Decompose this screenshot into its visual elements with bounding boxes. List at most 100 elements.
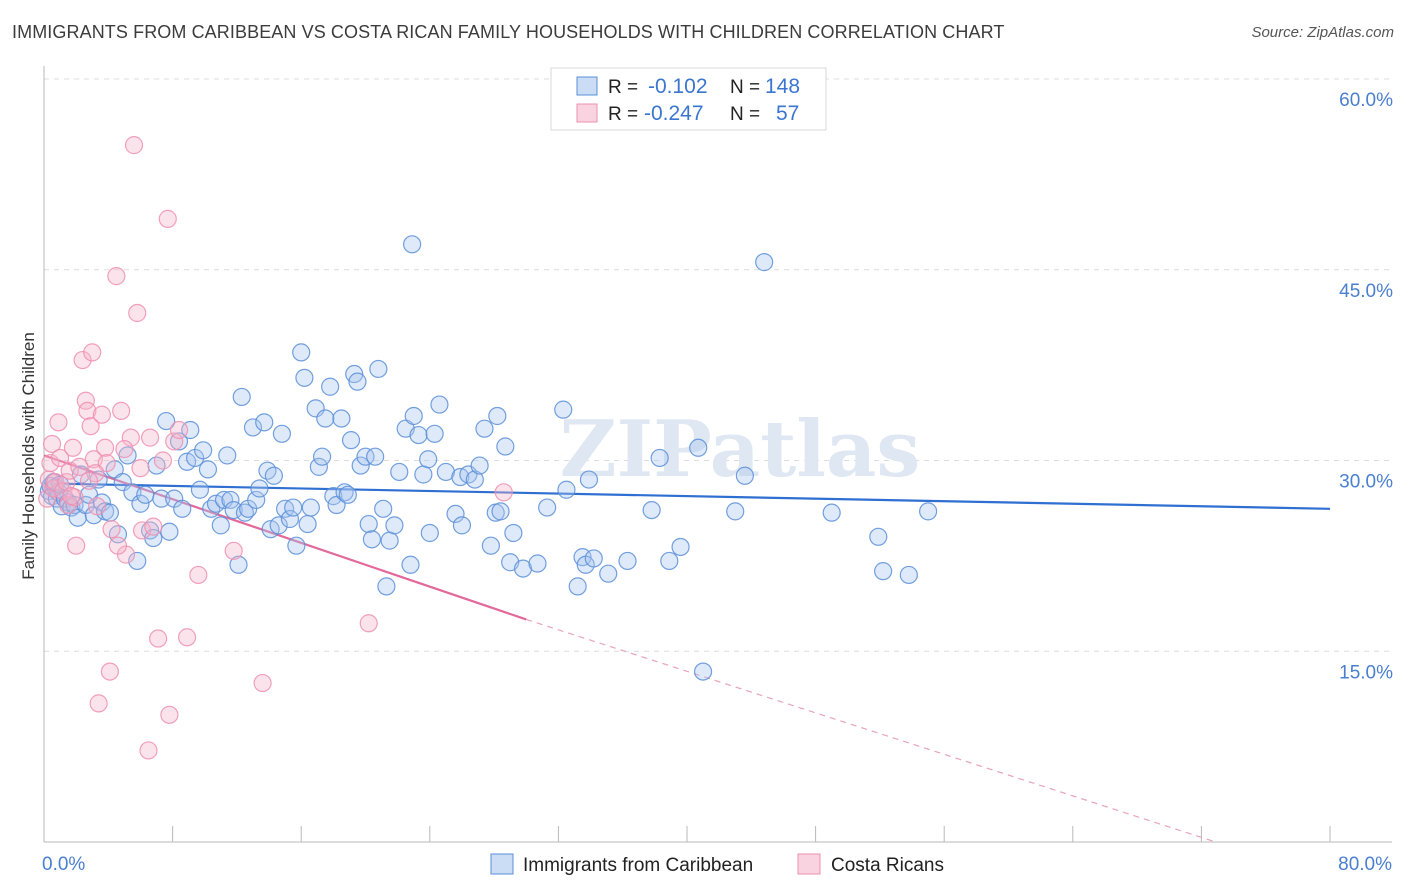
point-caribbean-132	[599, 564, 618, 583]
point-caribbean-127	[568, 577, 587, 596]
trend-line-costa-rican-extension	[526, 618, 1216, 843]
point-caribbean-56	[243, 418, 263, 437]
point-caribbean-63	[269, 516, 288, 535]
point-caribbean-71	[298, 514, 317, 534]
point-caribbean-117	[488, 406, 507, 426]
point-caribbean-75	[312, 447, 332, 466]
point-caribbean-138	[689, 438, 708, 457]
point-costa-rican-28	[102, 520, 121, 539]
point-caribbean-42	[190, 480, 210, 499]
point-caribbean-51	[224, 500, 243, 520]
point-caribbean-147	[919, 502, 938, 521]
point-costa-rican-7	[50, 448, 70, 468]
point-caribbean-142	[755, 253, 774, 272]
point-costa-rican-27	[100, 662, 120, 681]
point-caribbean-112	[465, 470, 484, 489]
point-caribbean-90	[366, 447, 385, 466]
point-caribbean-92	[374, 499, 393, 518]
chart-title: IMMIGRANTS FROM CARIBBEAN VS COSTA RICAN…	[12, 22, 1005, 42]
point-caribbean-89	[362, 530, 382, 549]
point-caribbean-33	[152, 489, 171, 508]
x-tick-max: 80.0%	[1338, 854, 1392, 875]
point-caribbean-91	[369, 359, 388, 379]
point-caribbean-50	[221, 490, 240, 510]
point-costa-rican-40	[149, 629, 168, 648]
point-costa-rican-26	[97, 453, 116, 473]
point-costa-rican-20	[83, 343, 102, 362]
point-costa-rican-16	[73, 350, 92, 370]
y-tick-label-0: 15.0%	[1339, 662, 1393, 683]
point-caribbean-88	[359, 514, 378, 534]
point-caribbean-103	[419, 450, 438, 469]
point-caribbean-94	[380, 531, 399, 550]
point-costa-rican-42	[158, 209, 177, 228]
point-caribbean-100	[404, 406, 423, 426]
point-costa-rican-12	[63, 438, 83, 457]
point-caribbean-34	[157, 411, 176, 431]
point-caribbean-72	[301, 498, 320, 517]
point-caribbean-67	[284, 498, 303, 517]
source-label: Source: ZipAtlas.com	[1251, 24, 1394, 41]
point-costa-rican-24	[92, 405, 111, 424]
point-caribbean-38	[173, 499, 192, 518]
point-caribbean-59	[255, 413, 274, 432]
point-caribbean-64	[272, 424, 292, 443]
point-caribbean-105	[425, 424, 444, 443]
legend-n-label-1: N =	[730, 77, 760, 98]
point-costa-rican-39	[144, 517, 163, 536]
point-caribbean-131	[584, 549, 603, 568]
point-costa-rican-29	[107, 267, 126, 286]
point-costa-rican-2	[41, 453, 60, 473]
point-caribbean-57	[247, 490, 266, 510]
point-caribbean-136	[660, 551, 679, 571]
point-costa-rican-15	[70, 457, 89, 476]
point-caribbean-124	[538, 498, 557, 517]
point-caribbean-106	[430, 395, 449, 414]
point-caribbean-108	[446, 504, 465, 524]
point-caribbean-80	[332, 409, 351, 428]
point-costa-rican-37	[139, 741, 158, 760]
point-caribbean-93	[377, 577, 396, 596]
point-costa-rican-14	[67, 536, 86, 555]
point-costa-rican-19	[81, 417, 100, 436]
point-caribbean-45	[202, 499, 221, 518]
trend-line-caribbean	[43, 482, 1331, 510]
legend-r-value-1: -0.102	[648, 75, 708, 98]
y-tick-label-2: 45.0%	[1339, 281, 1393, 302]
series-legend-swatch-costa-rican	[797, 853, 821, 875]
point-caribbean-85	[348, 372, 367, 391]
point-caribbean-74	[309, 457, 328, 476]
point-caribbean-27	[128, 551, 147, 571]
y-tick-label-1: 30.0%	[1339, 472, 1393, 493]
legend-swatch-caribbean	[576, 76, 598, 96]
legend-n-value-1: 148	[765, 75, 800, 98]
point-costa-rican-52	[79, 471, 99, 490]
point-caribbean-130	[579, 470, 599, 489]
y-tick-label-3: 60.0%	[1339, 90, 1393, 111]
point-caribbean-113	[470, 456, 489, 475]
point-costa-rican-0	[38, 489, 57, 508]
point-caribbean-99	[403, 235, 422, 254]
grid-lines	[44, 78, 1392, 652]
point-costa-rican-33	[124, 136, 144, 155]
legend-r-label-2: R =	[608, 104, 638, 125]
point-costa-rican-56	[494, 483, 513, 502]
point-caribbean-49	[218, 446, 237, 465]
point-caribbean-35	[160, 522, 179, 541]
point-costa-rican-50	[62, 487, 81, 506]
point-costa-rican-22	[87, 497, 107, 516]
point-caribbean-47	[211, 516, 230, 535]
legend-r-value-2: -0.247	[644, 102, 704, 125]
point-caribbean-114	[475, 419, 494, 438]
point-caribbean-52	[229, 555, 248, 574]
axes	[43, 66, 1392, 843]
point-caribbean-104	[420, 523, 439, 543]
legend-r-label-1: R =	[608, 77, 638, 98]
point-caribbean-28	[131, 494, 150, 513]
point-costa-rican-51	[86, 464, 105, 483]
point-caribbean-98	[401, 555, 420, 574]
point-costa-rican-45	[169, 420, 189, 440]
point-costa-rican-43	[160, 705, 179, 724]
point-costa-rican-35	[131, 459, 150, 478]
